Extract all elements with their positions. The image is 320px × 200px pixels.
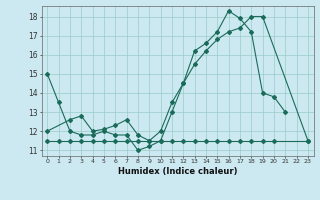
X-axis label: Humidex (Indice chaleur): Humidex (Indice chaleur) [118, 167, 237, 176]
